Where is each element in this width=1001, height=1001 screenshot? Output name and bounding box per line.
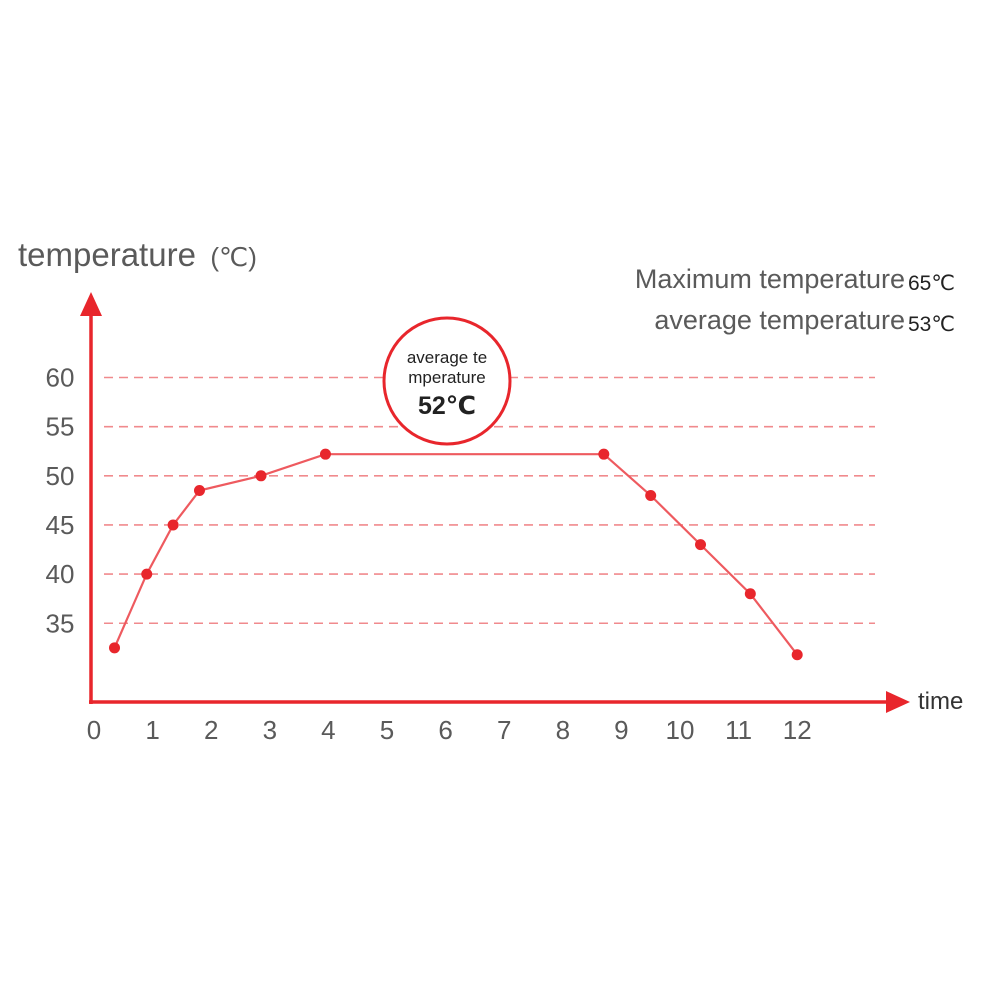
x-tick-label: 3 — [263, 715, 277, 745]
y-tick-labels: 35 40 45 50 55 60 — [46, 363, 75, 639]
x-tick-label: 9 — [614, 715, 628, 745]
data-point — [109, 642, 121, 654]
x-tick-label: 4 — [321, 715, 335, 745]
badge-circle — [382, 316, 512, 446]
badge-value: 52℃ — [418, 392, 476, 420]
x-tick-labels: 0 1 2 3 4 5 6 7 8 9 10 11 12 — [87, 715, 812, 745]
badge-line-1: average te — [407, 348, 487, 367]
data-point — [791, 649, 803, 661]
y-axis-unit: (℃) — [210, 242, 257, 272]
grid-lines — [104, 376, 875, 625]
y-tick-label: 55 — [46, 412, 75, 442]
data-point — [319, 448, 331, 460]
y-tick-label: 40 — [46, 559, 75, 589]
data-point — [695, 539, 707, 551]
data-point — [255, 470, 267, 482]
y-axis-title: temperature (℃) — [18, 236, 257, 273]
y-tick-label: 35 — [46, 608, 75, 638]
data-points — [109, 448, 803, 661]
data-point — [598, 448, 610, 460]
y-tick-label: 50 — [46, 461, 75, 491]
max-temperature-label: Maximum temperature — [635, 264, 905, 294]
x-tick-label: 1 — [145, 715, 159, 745]
x-tick-label: 7 — [497, 715, 511, 745]
data-point — [141, 568, 153, 580]
x-tick-label: 0 — [87, 715, 101, 745]
y-tick-label: 60 — [46, 363, 75, 393]
x-tick-label: 6 — [438, 715, 452, 745]
y-axis-label: temperature — [18, 236, 196, 273]
avg-temperature-value: 53℃ — [908, 313, 955, 336]
y-tick-label: 45 — [46, 510, 75, 540]
x-axis-label: time — [918, 688, 963, 715]
data-point — [744, 588, 756, 600]
x-axis-arrow — [886, 691, 910, 713]
data-point — [167, 519, 179, 531]
max-temperature-value: 65℃ — [908, 272, 955, 295]
data-point — [645, 489, 657, 501]
x-tick-label: 8 — [556, 715, 570, 745]
x-tick-label: 12 — [783, 715, 812, 745]
series-line — [113, 453, 799, 656]
data-point — [193, 485, 205, 497]
x-tick-label: 5 — [380, 715, 394, 745]
avg-temperature-label: average temperature — [654, 305, 905, 335]
x-tick-label: 2 — [204, 715, 218, 745]
x-tick-label: 11 — [725, 715, 752, 745]
badge-line-2: mperature — [408, 368, 485, 387]
x-tick-label: 10 — [666, 715, 695, 745]
average-badge: average te mperature 52℃ — [382, 316, 512, 446]
y-axis-arrow — [80, 292, 102, 316]
